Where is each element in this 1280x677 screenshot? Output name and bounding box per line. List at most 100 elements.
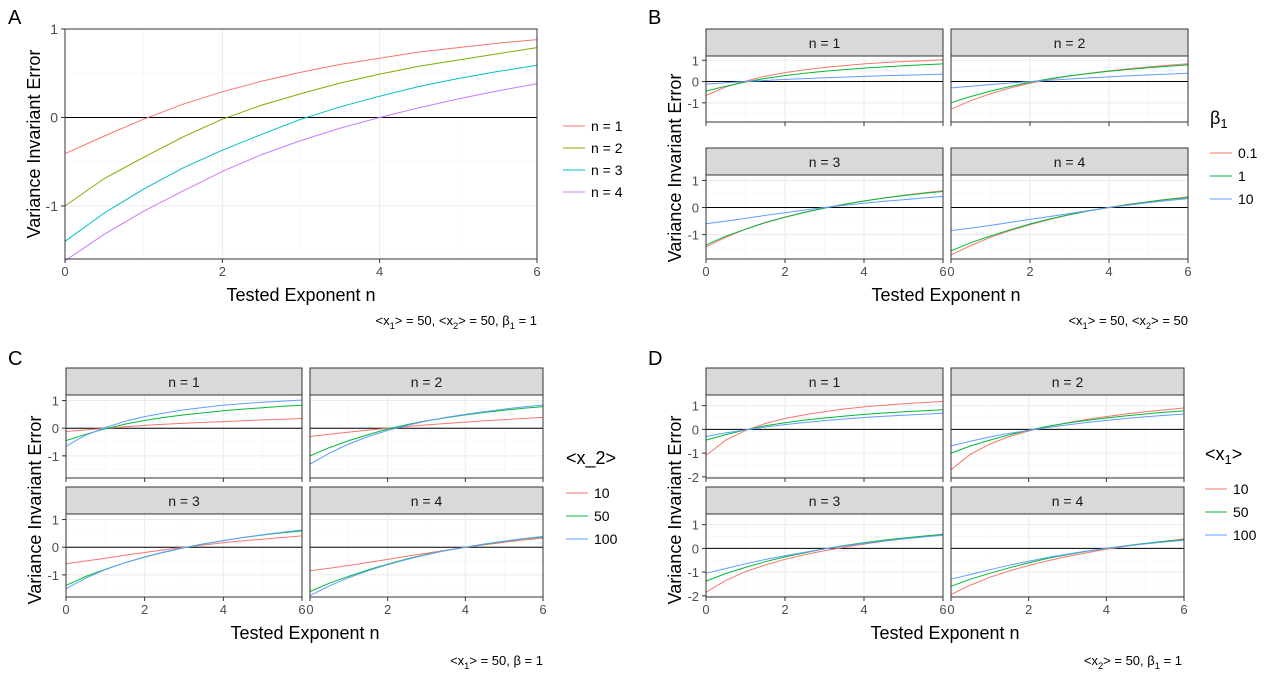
caption-subscript: 2 [453, 321, 458, 331]
x-tick-label: 6 [539, 602, 546, 617]
caption-segment: > [1232, 444, 1243, 464]
panel-letter-A: A [8, 7, 22, 29]
facet-strip-label: n = 4 [411, 493, 443, 509]
legend-label: n = 3 [591, 162, 623, 178]
x-tick-label: 4 [860, 264, 867, 279]
y-axis-title: Variance Invariant Error [665, 74, 685, 263]
x-tick-label: 4 [860, 602, 867, 617]
y-tick-label: 0 [692, 541, 699, 556]
y-tick-label: 0 [52, 421, 59, 436]
series-line-n=4 [64, 83, 538, 262]
x-tick-label: 2 [141, 602, 148, 617]
series-line-10 [705, 400, 944, 456]
x-tick-label: 2 [781, 264, 788, 279]
y-tick-label: -1 [687, 565, 699, 580]
legend-title: <x1> [1205, 444, 1242, 467]
legend-label: 10 [594, 485, 610, 501]
legend-label: 1 [1238, 168, 1246, 184]
plot-panel: n = 1 [705, 28, 944, 123]
legend-label: 10 [1238, 191, 1254, 207]
y-tick-label: -1 [46, 198, 59, 214]
x-tick-label: 0 [61, 264, 68, 279]
x-axis-title: Tested Exponent n [230, 623, 379, 643]
panel-letter-D: D [648, 348, 662, 370]
legend-label: 50 [1233, 504, 1249, 520]
facet-strip-label: n = 1 [168, 374, 200, 390]
x-tick-label: 2 [781, 602, 788, 617]
caption-subscript: 1 [390, 321, 395, 331]
caption-subscript: 1 [510, 321, 515, 331]
series-line-1 [705, 191, 944, 246]
facet-strip [950, 367, 1185, 396]
facet-strip [950, 486, 1185, 515]
y-tick-label: 1 [692, 518, 699, 533]
caption: <x1> = 50, β = 1 [450, 653, 543, 671]
caption-segment: > = 50, <x [1088, 313, 1147, 328]
facet-strip-label: n = 4 [1052, 493, 1084, 509]
series-line-n=1 [64, 39, 538, 155]
caption-segment: > = 50, β [1103, 653, 1155, 668]
plot-panel: n = 3 [705, 147, 944, 260]
x-tick-label: 4 [1105, 264, 1112, 279]
series-line-50 [65, 404, 303, 442]
series-line-10 [705, 195, 944, 225]
y-tick-label: -1 [687, 446, 699, 461]
plot-panel [64, 28, 538, 262]
series-line-10 [705, 73, 944, 85]
facet-strip [65, 486, 303, 515]
y-tick-label: 1 [692, 173, 699, 188]
facet-strip [309, 486, 544, 515]
facet-strip-label: n = 3 [809, 493, 841, 509]
x-tick-label: 0 [947, 264, 954, 279]
y-tick-label: -1 [687, 228, 699, 243]
legend: n = 1 n = 2 n = 3 n = 4 [563, 118, 623, 200]
x-tick-label: 2 [1025, 602, 1032, 617]
y-tick-label: -1 [47, 449, 59, 464]
caption: <x1> = 50, <x2> = 50, β1 = 1 [375, 313, 537, 331]
series-line-10 [309, 537, 544, 572]
x-tick-label: 4 [1103, 602, 1110, 617]
series-line-100 [309, 535, 544, 597]
caption-subscript: 1 [1225, 452, 1232, 467]
panel-border [64, 28, 538, 260]
plot-panel: n = 4 [950, 147, 1189, 260]
series-line-10 [309, 416, 544, 437]
series-line-50 [950, 410, 1185, 454]
facet-strip [950, 147, 1189, 176]
caption-segment: = 1 [515, 313, 537, 328]
series-line-10 [65, 535, 303, 565]
facet-strip-label: n = 2 [1052, 374, 1084, 390]
plot-panel: n = 2 [950, 367, 1185, 479]
y-axis-title: Variance Invariant Error [665, 416, 685, 605]
caption-segment: β [1210, 108, 1220, 128]
caption-segment: <x [450, 653, 465, 668]
series-line-100 [705, 412, 944, 437]
plot-panel: n = 4 [309, 486, 544, 598]
y-tick-label: 0 [692, 201, 699, 216]
caption-segment: > = 50, <x [395, 313, 454, 328]
legend-title: β1 [1210, 108, 1228, 131]
y-tick-label: 0 [692, 422, 699, 437]
y-axis-title: Variance Invariant Error [24, 50, 44, 239]
y-tick-label: 1 [50, 21, 58, 37]
facet-strip-label: n = 3 [168, 493, 200, 509]
x-tick-label: 6 [1180, 602, 1187, 617]
series-line-100 [950, 539, 1185, 580]
series-line-100 [309, 404, 544, 465]
y-tick-label: -2 [687, 470, 699, 485]
plot-panel: n = 1 [65, 367, 303, 479]
y-tick-label: 1 [52, 513, 59, 528]
legend-title: <x_2> [566, 448, 616, 469]
legend-label: n = 2 [591, 140, 623, 156]
x-tick-label: 0 [62, 602, 69, 617]
legend: <x_2> 10 50 100 [566, 448, 618, 547]
x-tick-label: 4 [376, 264, 383, 279]
caption-segment: <x [1205, 444, 1225, 464]
y-tick-label: 0 [50, 109, 58, 125]
series-line-100 [65, 399, 303, 447]
series-line-10 [950, 72, 1189, 89]
caption-subscript: 1 [1155, 661, 1160, 671]
legend-label: n = 4 [591, 184, 623, 200]
x-tick-label: 0 [947, 602, 954, 617]
legend-label: 10 [1233, 481, 1249, 497]
